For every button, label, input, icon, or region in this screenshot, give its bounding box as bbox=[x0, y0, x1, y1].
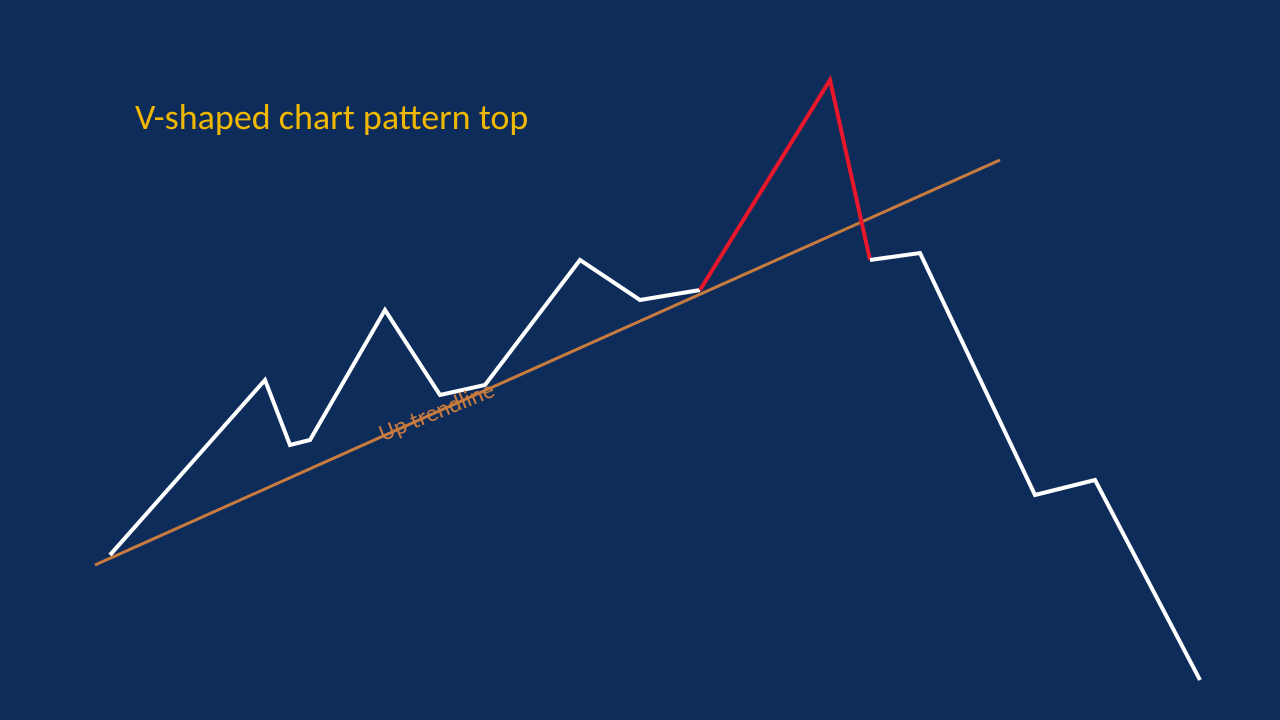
chart-title: V-shaped chart pattern top bbox=[135, 95, 528, 139]
